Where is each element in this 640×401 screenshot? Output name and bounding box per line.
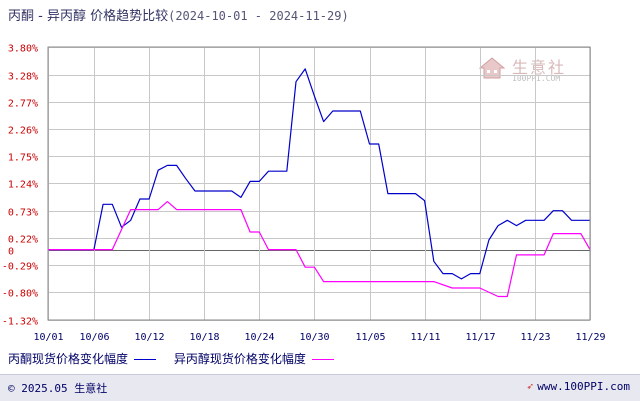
legend-label-acetone: 丙酮现货价格变化幅度 — [8, 352, 129, 366]
copyright: © 2025.05 生意社 — [8, 382, 108, 395]
y-tick-label: -1.32% — [2, 317, 38, 328]
x-tick-label: 11/05 — [355, 332, 385, 343]
x-tick-label: 10/18 — [189, 332, 219, 343]
y-tick-label: 0.22% — [8, 235, 38, 246]
site-url: www.100PPI.com — [537, 380, 630, 393]
series-lines — [48, 68, 591, 298]
series-line-ipa — [48, 201, 591, 298]
x-tick-label: 10/30 — [299, 332, 329, 343]
y-tick-label: 2.77% — [8, 99, 38, 110]
x-tick-label: 10/06 — [79, 332, 109, 343]
y-tick-label: 3.80% — [8, 44, 38, 55]
plot-border — [47, 46, 591, 321]
y-tick-label: 1.75% — [8, 153, 38, 164]
y-tick-label: -0.80% — [2, 289, 38, 300]
arrow-mark-icon: ➶ — [526, 380, 534, 393]
site-link[interactable]: ➶ www.100PPI.com — [527, 380, 630, 393]
y-tick-label: 3.28% — [8, 72, 38, 83]
legend: 丙酮现货价格变化幅度 异丙醇现货价格变化幅度 — [8, 350, 348, 367]
x-tick-label: 11/23 — [520, 332, 550, 343]
watermark-url: 100PPI.COM — [512, 74, 561, 83]
legend-item-acetone: 丙酮现货价格变化幅度 — [8, 350, 157, 367]
y-tick-label: 2.26% — [8, 126, 38, 137]
x-tick-label: 10/01 — [33, 332, 63, 343]
grid — [48, 47, 591, 321]
legend-label-ipa: 异丙醇现货价格变化幅度 — [173, 352, 306, 366]
watermark-text: 生意社 — [512, 58, 567, 77]
legend-item-ipa: 异丙醇现货价格变化幅度 — [174, 350, 334, 367]
x-tick-label: 10/24 — [244, 332, 274, 343]
footer: © 2025.05 生意社 ➶ www.100PPI.com — [0, 374, 640, 401]
x-tick-label: 11/11 — [410, 332, 440, 343]
y-tick-label: 0.73% — [8, 208, 38, 219]
series-line-acetone — [48, 68, 590, 280]
chart-title-bar: 丙酮 - 异丙醇 价格趋势比较(2024-10-01 - 2024-11-29) — [8, 5, 349, 24]
zero-label: 0 — [8, 247, 14, 258]
y-axis: 3.80% 3.28% 2.77% 2.26% 1.75% 1.24% 0.73% 0.22%… — [2, 44, 38, 328]
x-tick-label: 11/17 — [465, 332, 495, 343]
y-tick-label: 1.24% — [8, 180, 38, 191]
date-range: (2024-10-01 - 2024-11-29) — [168, 9, 349, 23]
legend-swatch-acetone — [134, 359, 157, 360]
chart-title: 丙酮 - 异丙醇 价格趋势比较 — [8, 9, 169, 24]
x-tick-label: 11/29 — [575, 332, 605, 343]
line-chart: 3.80% 3.28% 2.77% 2.26% 1.75% 1.24% 0.73% 0.22%… — [2, 44, 606, 344]
x-axis: 10/01 10/06 10/12 10/18 10/24 10/30 11/05 11/11… — [33, 332, 605, 343]
y-tick-label: -0.29% — [2, 262, 38, 273]
legend-swatch-ipa — [311, 359, 334, 360]
x-tick-label: 10/12 — [134, 332, 164, 343]
